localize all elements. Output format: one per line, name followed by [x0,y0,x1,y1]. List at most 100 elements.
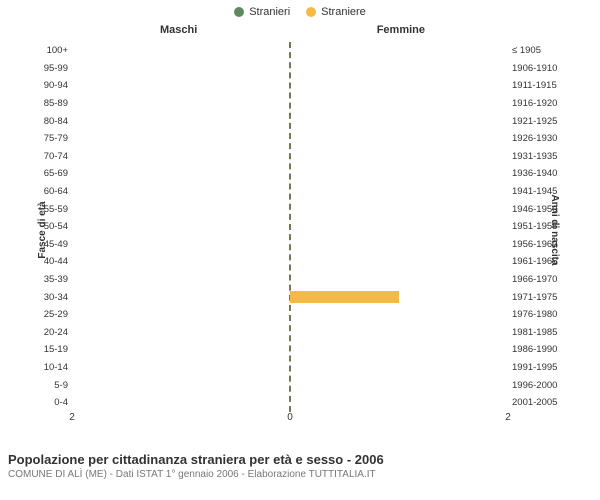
male-half [72,130,290,148]
male-half [72,236,290,254]
birth-year-tick: 1976-1980 [512,309,574,320]
female-half [290,324,508,342]
age-tick: 10-14 [26,362,68,373]
age-tick: 55-59 [26,204,68,215]
legend-item-male: Stranieri [234,6,290,18]
pyramid-row: 65-691936-1940 [72,165,508,183]
male-half [72,376,290,394]
age-tick: 40-44 [26,256,68,267]
age-tick: 70-74 [26,151,68,162]
female-half [290,42,508,60]
legend-dot-male [234,7,244,17]
male-half [72,77,290,95]
pyramid-row: 20-241981-1985 [72,324,508,342]
birth-year-tick: 1931-1935 [512,151,574,162]
pyramid-row: 90-941911-1915 [72,77,508,95]
birth-year-tick: 1941-1945 [512,186,574,197]
female-half [290,130,508,148]
x-axis: 202 [72,412,508,426]
female-bar [290,291,399,303]
pyramid-row: 45-491956-1960 [72,236,508,254]
female-half [290,288,508,306]
birth-year-tick: 1906-1910 [512,63,574,74]
pyramid-row: 60-641941-1945 [72,183,508,201]
age-tick: 0-4 [26,397,68,408]
male-half [72,183,290,201]
male-half [72,271,290,289]
column-title-female: Femmine [377,24,425,36]
male-half [72,200,290,218]
male-half [72,165,290,183]
birth-year-tick: 1921-1925 [512,116,574,127]
female-half [290,200,508,218]
female-half [290,95,508,113]
age-tick: 45-49 [26,239,68,250]
age-tick: 20-24 [26,327,68,338]
pyramid-row: 75-791926-1930 [72,130,508,148]
legend-dot-female [306,7,316,17]
age-tick: 80-84 [26,116,68,127]
age-tick: 85-89 [26,98,68,109]
pyramid-row: 25-291976-1980 [72,306,508,324]
birth-year-tick: 1971-1975 [512,292,574,303]
birth-year-tick: 1996-2000 [512,380,574,391]
male-half [72,112,290,130]
female-half [290,359,508,377]
pyramid-row: 30-341971-1975 [72,288,508,306]
birth-year-tick: 1986-1990 [512,344,574,355]
pyramid-row: 10-141991-1995 [72,359,508,377]
male-half [72,359,290,377]
age-tick: 30-34 [26,292,68,303]
pyramid-row: 95-991906-1910 [72,60,508,78]
plot-area: 100+≤ 190595-991906-191090-941911-191585… [72,42,508,412]
female-half [290,112,508,130]
age-tick: 35-39 [26,274,68,285]
male-half [72,253,290,271]
female-half [290,60,508,78]
column-title-male: Maschi [160,24,197,36]
chart: Maschi Femmine Fasce di età Anni di nasc… [20,20,580,440]
legend-label-male: Stranieri [249,6,290,18]
male-half [72,394,290,412]
female-half [290,271,508,289]
female-half [290,236,508,254]
age-tick: 75-79 [26,133,68,144]
pyramid-row: 0-42001-2005 [72,394,508,412]
chart-title: Popolazione per cittadinanza straniera p… [8,452,592,467]
female-half [290,165,508,183]
female-half [290,77,508,95]
female-half [290,253,508,271]
female-half [290,183,508,201]
pyramid-row: 5-91996-2000 [72,376,508,394]
pyramid-row: 50-541951-1955 [72,218,508,236]
male-half [72,95,290,113]
age-tick: 15-19 [26,344,68,355]
male-half [72,148,290,166]
male-half [72,306,290,324]
birth-year-tick: 1916-1920 [512,98,574,109]
birth-year-tick: 1966-1970 [512,274,574,285]
male-half [72,288,290,306]
birth-year-tick: 1981-1985 [512,327,574,338]
pyramid-row: 35-391966-1970 [72,271,508,289]
birth-year-tick: 2001-2005 [512,397,574,408]
pyramid-row: 55-591946-1950 [72,200,508,218]
male-half [72,60,290,78]
birth-year-tick: 1991-1995 [512,362,574,373]
age-tick: 100+ [26,45,68,56]
male-half [72,341,290,359]
age-tick: 60-64 [26,186,68,197]
legend: Stranieri Straniere [0,0,600,20]
female-half [290,306,508,324]
female-half [290,218,508,236]
female-half [290,376,508,394]
pyramid-row: 85-891916-1920 [72,95,508,113]
birth-year-tick: ≤ 1905 [512,45,574,56]
birth-year-tick: 1961-1965 [512,256,574,267]
x-tick: 2 [69,412,75,423]
birth-year-tick: 1946-1950 [512,204,574,215]
legend-label-female: Straniere [321,6,366,18]
male-half [72,42,290,60]
pyramid-row: 80-841921-1925 [72,112,508,130]
pyramid-row: 100+≤ 1905 [72,42,508,60]
